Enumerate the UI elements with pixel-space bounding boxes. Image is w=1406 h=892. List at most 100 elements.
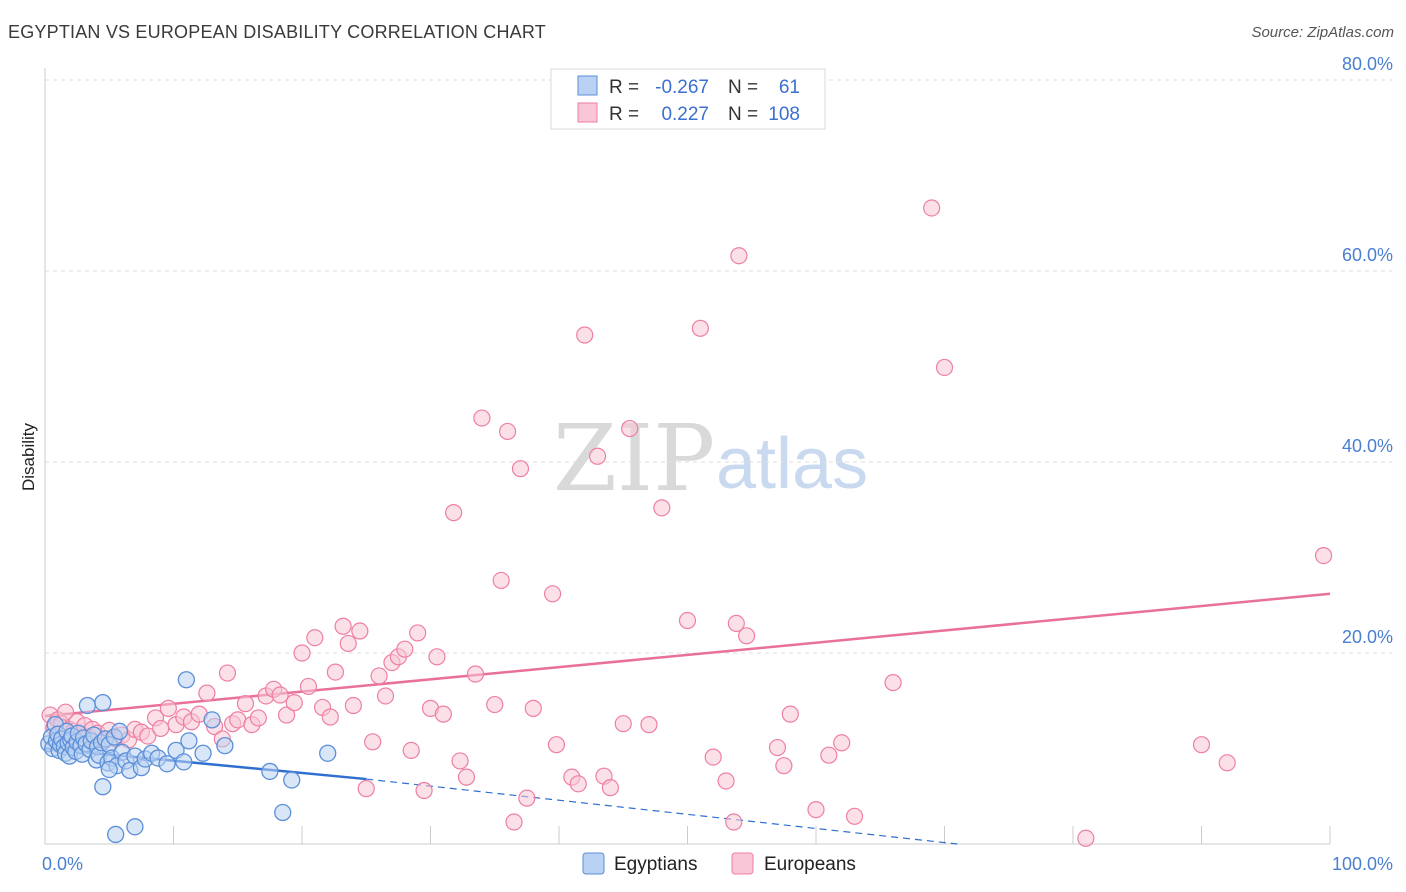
point-europeans-43 [299, 677, 318, 696]
point-europeans-104 [884, 674, 902, 692]
point-europeans-51 [351, 622, 369, 640]
point-europeans-98 [775, 757, 793, 775]
point-europeans-82 [588, 447, 607, 465]
legend-r-value-egyptians: -0.267 [655, 77, 709, 98]
point-egyptians-63 [100, 760, 118, 779]
point-europeans-87 [640, 716, 658, 734]
point-europeans-107 [1077, 829, 1095, 847]
point-egyptians-60 [94, 778, 112, 796]
point-europeans-89 [678, 611, 697, 630]
point-egyptians-61 [107, 825, 125, 844]
point-europeans-105 [923, 199, 941, 217]
legend-n-value-egyptians: 61 [779, 77, 800, 98]
chart-source: Source: ZipAtlas.com [1251, 24, 1394, 41]
point-europeans-60 [409, 624, 427, 642]
point-europeans-102 [833, 734, 851, 752]
x-tick-label-0: 0.0% [42, 854, 83, 874]
point-europeans-74 [511, 460, 530, 478]
legend-swatch-egyptians [577, 75, 598, 96]
point-europeans-93 [725, 813, 743, 831]
point-egyptians-59 [319, 744, 337, 762]
point-europeans-68 [466, 665, 485, 683]
point-europeans-73 [505, 813, 523, 831]
point-europeans-110 [1314, 546, 1333, 565]
point-egyptians-58 [283, 771, 301, 789]
point-europeans-42 [293, 644, 311, 662]
legend-correlation: R = -0.267 N = 61 R = 0.227 N = 108 [550, 68, 826, 130]
watermark-zip: ZIP [553, 405, 715, 512]
y-tick-label-1: 40.0% [1342, 436, 1393, 456]
watermark-atlas: atlas [716, 424, 868, 504]
point-europeans-91 [704, 748, 722, 766]
point-europeans-50 [344, 696, 362, 715]
point-europeans-108 [1192, 736, 1211, 754]
y-tick-label-2: 60.0% [1342, 245, 1393, 265]
point-europeans-75 [518, 789, 536, 807]
series-europeans-points [41, 199, 1333, 847]
point-europeans-100 [807, 801, 825, 819]
point-europeans-70 [486, 695, 504, 714]
point-egyptians-57 [274, 803, 292, 822]
legend-series: Egyptians Europeans [582, 852, 856, 875]
point-europeans-78 [547, 736, 566, 754]
point-europeans-61 [415, 781, 433, 800]
bottom-legend-swatch-egyptians [582, 852, 605, 875]
legend-n-value-europeans: 108 [768, 104, 800, 125]
point-europeans-96 [738, 627, 756, 645]
point-europeans-103 [845, 807, 864, 825]
point-europeans-53 [364, 733, 382, 751]
point-europeans-63 [428, 648, 446, 666]
point-egyptians-56 [261, 762, 279, 781]
point-europeans-71 [492, 571, 510, 590]
point-europeans-95 [730, 247, 748, 265]
point-egyptians-32 [94, 694, 112, 712]
point-egyptians-48 [158, 755, 176, 773]
legend-r-value-europeans: 0.227 [661, 104, 709, 125]
point-europeans-41 [285, 694, 303, 712]
point-egyptians-51 [177, 671, 196, 689]
point-europeans-47 [326, 663, 345, 681]
legend-swatch-europeans [577, 102, 598, 123]
y-tick-label-0: 20.0% [1342, 627, 1393, 647]
point-europeans-28 [198, 684, 216, 702]
bottom-legend-label-europeans: Europeans [764, 854, 856, 875]
chart-title: EGYPTIAN VS EUROPEAN DISABILITY CORRELAT… [8, 22, 546, 42]
point-europeans-109 [1218, 754, 1236, 772]
x-tick-label-1: 100.0% [1332, 854, 1393, 874]
point-europeans-52 [357, 780, 375, 798]
legend-n-label-egyptians: N = [728, 77, 758, 98]
point-europeans-23 [159, 699, 177, 717]
point-egyptians-54 [203, 711, 221, 729]
point-europeans-58 [396, 640, 414, 658]
point-europeans-48 [334, 617, 352, 635]
point-egyptians-24 [78, 696, 97, 715]
y-tick-label-3: 80.0% [1342, 54, 1393, 74]
point-europeans-76 [524, 699, 542, 717]
point-europeans-54 [370, 667, 388, 685]
point-europeans-65 [445, 504, 463, 522]
series-egyptians-points [40, 671, 337, 844]
point-europeans-69 [473, 409, 491, 427]
point-egyptians-53 [194, 744, 212, 762]
trend-line-egyptians-extension [366, 778, 958, 845]
point-europeans-80 [569, 775, 587, 793]
bottom-legend-label-egyptians: Egyptians [614, 854, 697, 875]
y-tick-labels: 20.0% 40.0% 60.0% 80.0% [1342, 54, 1393, 647]
point-europeans-72 [499, 422, 517, 441]
point-europeans-85 [614, 715, 632, 733]
point-europeans-39 [271, 686, 289, 704]
point-egyptians-52 [180, 732, 198, 750]
point-egyptians-50 [175, 753, 193, 771]
point-europeans-34 [236, 695, 255, 713]
point-europeans-49 [339, 634, 357, 653]
point-europeans-22 [152, 719, 170, 738]
point-egyptians-55 [216, 736, 234, 755]
point-europeans-36 [249, 709, 267, 727]
legend-n-label-europeans: N = [728, 104, 758, 125]
point-europeans-86 [621, 419, 639, 438]
point-europeans-106 [935, 358, 954, 377]
legend-r-label-europeans: R = [609, 104, 639, 125]
point-europeans-31 [218, 664, 237, 682]
point-europeans-4 [56, 703, 75, 721]
